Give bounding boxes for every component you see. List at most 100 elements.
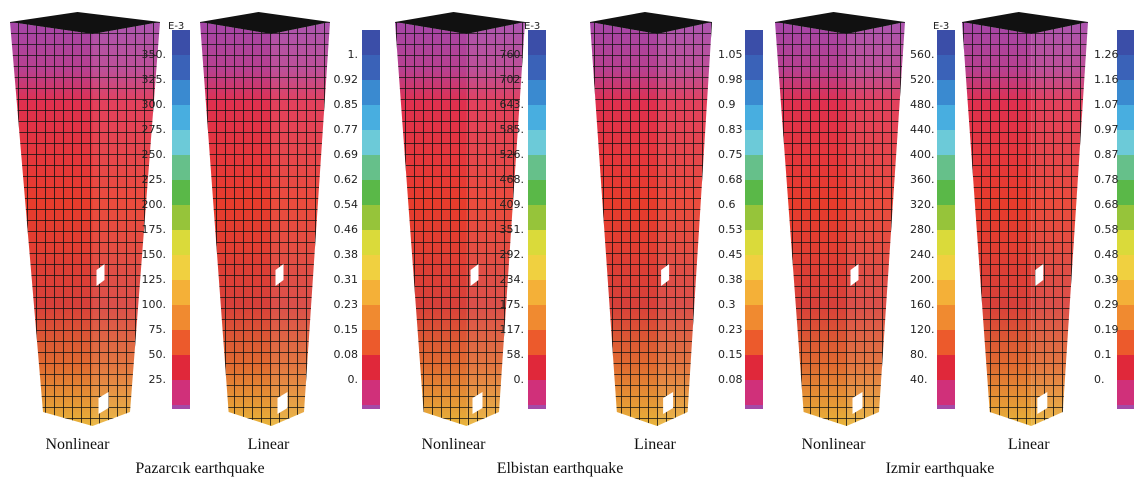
colorbar-tick-label: 526.	[500, 148, 525, 161]
scale-note: E-3	[524, 21, 540, 32]
colorbar-segment	[937, 155, 955, 180]
colorbar-end	[745, 405, 763, 409]
colorbar-segment	[1117, 155, 1134, 180]
colorbar-segment	[1117, 80, 1134, 105]
tower-opening	[1037, 392, 1048, 414]
colorbar-tick-label: 0.68	[718, 173, 743, 186]
colorbar-segment	[362, 30, 380, 55]
colorbar-tick-label: 50.	[149, 348, 167, 361]
colorbar-tick-label: 0.97	[1094, 123, 1119, 136]
colorbar-segment	[1117, 280, 1134, 305]
colorbar-tick-label: 240.	[910, 248, 935, 261]
colorbar-tick-label: 0.77	[334, 123, 359, 136]
colorbar-tick-label: 0.9	[718, 98, 736, 111]
tower-grid	[200, 22, 330, 426]
colorbar-segment	[745, 380, 763, 405]
colorbar-segment	[528, 180, 546, 205]
colorbar-tick-label: 234.	[500, 273, 525, 286]
panel-label: Nonlinear	[46, 436, 111, 453]
colorbar-segment	[528, 205, 546, 230]
colorbar-segment	[1117, 230, 1134, 255]
colorbar-tick-label: 0.08	[334, 348, 359, 361]
tower-top	[962, 12, 1088, 34]
colorbar-tick-label: 200.	[910, 273, 935, 286]
colorbar-segment	[362, 130, 380, 155]
colorbar-segment	[362, 205, 380, 230]
tower-grid	[395, 22, 525, 426]
colorbar-tick-label: 300.	[142, 98, 167, 111]
colorbar-end	[528, 405, 546, 409]
colorbar-segment	[172, 230, 190, 255]
colorbar-tick-label: 760.	[500, 48, 525, 61]
colorbar-tick-label: 351.	[500, 223, 525, 236]
tower-top	[395, 12, 525, 34]
colorbar-segment	[937, 80, 955, 105]
colorbar-end	[362, 405, 380, 409]
colorbar-segment	[528, 280, 546, 305]
colorbar-tick-label: 275.	[142, 123, 167, 136]
colorbar-tick-label: 100.	[142, 298, 167, 311]
colorbar-tick-label: 0.38	[334, 248, 359, 261]
colorbar-tick-label: 120.	[910, 323, 935, 336]
tower-grid	[962, 22, 1088, 426]
colorbar-segment	[172, 255, 190, 280]
colorbar-tick-label: 1.16	[1094, 73, 1119, 86]
colorbar-segment	[172, 80, 190, 105]
colorbar-segment	[745, 255, 763, 280]
colorbar-segment	[172, 180, 190, 205]
panel-label: Linear	[634, 436, 676, 453]
colorbar-segment	[745, 105, 763, 130]
colorbar-tick-label: 0.	[1094, 373, 1105, 386]
colorbar-segment	[937, 330, 955, 355]
colorbar-tick-label: 0.53	[718, 223, 743, 236]
colorbar-segment	[172, 280, 190, 305]
colorbar-segment	[745, 280, 763, 305]
colorbar-segment	[1117, 30, 1134, 55]
colorbar-segment	[528, 105, 546, 130]
colorbar-tick-label: 0.1	[1094, 348, 1112, 361]
panel-label: Linear	[248, 436, 290, 453]
colorbar-segment	[745, 180, 763, 205]
tower-opening	[661, 264, 670, 286]
colorbar-segment	[1117, 130, 1134, 155]
colorbar-tick-label: 0.45	[718, 248, 743, 261]
colorbar-tick-label: 250.	[142, 148, 167, 161]
colorbar-tick-label: 58.	[507, 348, 525, 361]
colorbar-segment	[1117, 105, 1134, 130]
colorbar-tick-label: 0.08	[718, 373, 743, 386]
colorbar-segment	[362, 330, 380, 355]
colorbar-tick-label: 702.	[500, 73, 525, 86]
colorbar-tick-label: 560.	[910, 48, 935, 61]
colorbar-tick-label: 0.38	[718, 273, 743, 286]
colorbar-segment	[362, 305, 380, 330]
colorbar-tick-label: 360.	[910, 173, 935, 186]
colorbar-tick-label: 150.	[142, 248, 167, 261]
colorbar-tick-label: 0.62	[334, 173, 359, 186]
colorbar-segment	[172, 55, 190, 80]
colorbar-tick-label: 0.98	[718, 73, 743, 86]
colorbar-tick-label: 0.15	[334, 323, 359, 336]
colorbar-segment	[937, 180, 955, 205]
colorbar-segment	[172, 330, 190, 355]
colorbar-segment	[745, 80, 763, 105]
tower-opening	[275, 264, 284, 286]
colorbar-tick-label: 0.31	[334, 273, 359, 286]
colorbar-segment	[172, 105, 190, 130]
colorbar-segment	[172, 380, 190, 405]
colorbar-tick-label: 0.	[348, 373, 359, 386]
colorbar-segment	[528, 30, 546, 55]
colorbar-segment	[528, 230, 546, 255]
colorbar-tick-label: 125.	[142, 273, 167, 286]
colorbar-segment	[937, 380, 955, 405]
colorbar-tick-label: 0.3	[718, 298, 736, 311]
colorbar-tick-label: 0.58	[1094, 223, 1119, 236]
colorbar-tick-label: 1.07	[1094, 98, 1119, 111]
colorbar-end	[172, 405, 190, 409]
colorbar-tick-label: 75.	[149, 323, 167, 336]
tower-opening	[96, 264, 105, 286]
tower-opening	[277, 392, 288, 414]
colorbar-segment	[362, 105, 380, 130]
colorbar-segment	[937, 255, 955, 280]
colorbar-tick-label: 80.	[910, 348, 928, 361]
colorbar-tick-label: 0.92	[334, 73, 359, 86]
